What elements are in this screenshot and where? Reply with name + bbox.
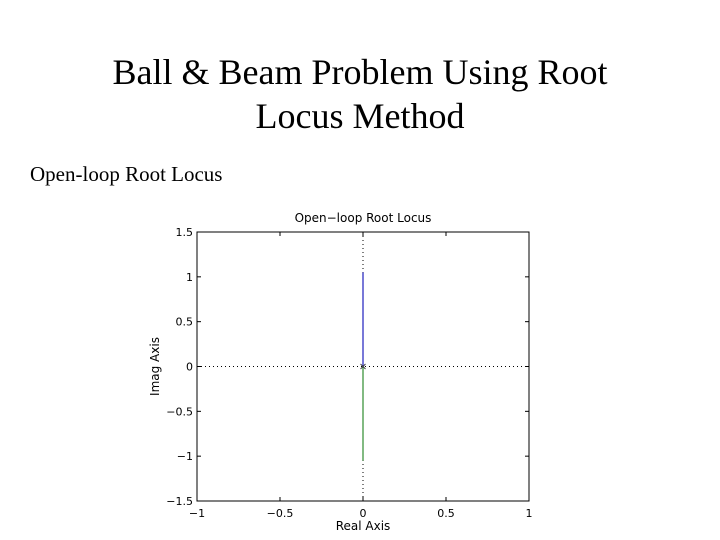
x-tick-label: 1 (526, 507, 533, 520)
y-axis-label: Imag Axis (148, 337, 162, 396)
plot-title: Open−loop Root Locus (295, 211, 432, 225)
x-tick-label: 0 (360, 507, 367, 520)
y-tick-label: 0 (186, 361, 193, 374)
x-tick-label: −0.5 (267, 507, 294, 520)
slide-title: Ball & Beam Problem Using Root Locus Met… (0, 50, 720, 138)
x-tick-label: −1 (189, 507, 205, 520)
y-tick-label: −0.5 (166, 405, 193, 418)
y-tick-label: −1 (177, 450, 193, 463)
x-tick-label: 0.5 (437, 507, 455, 520)
slide-subtitle: Open-loop Root Locus (30, 162, 223, 186)
y-tick-label: 0.5 (176, 316, 194, 329)
slide-title-line-1: Ball & Beam Problem Using Root (112, 52, 608, 92)
pole-marker-1 (360, 363, 366, 370)
y-tick-label: 1 (186, 271, 193, 284)
slide-title-line-2: Locus Method (255, 96, 465, 136)
y-tick-label: −1.5 (166, 495, 193, 508)
y-tick-label: 1.5 (176, 226, 194, 239)
x-axis-label: Real Axis (336, 519, 391, 533)
